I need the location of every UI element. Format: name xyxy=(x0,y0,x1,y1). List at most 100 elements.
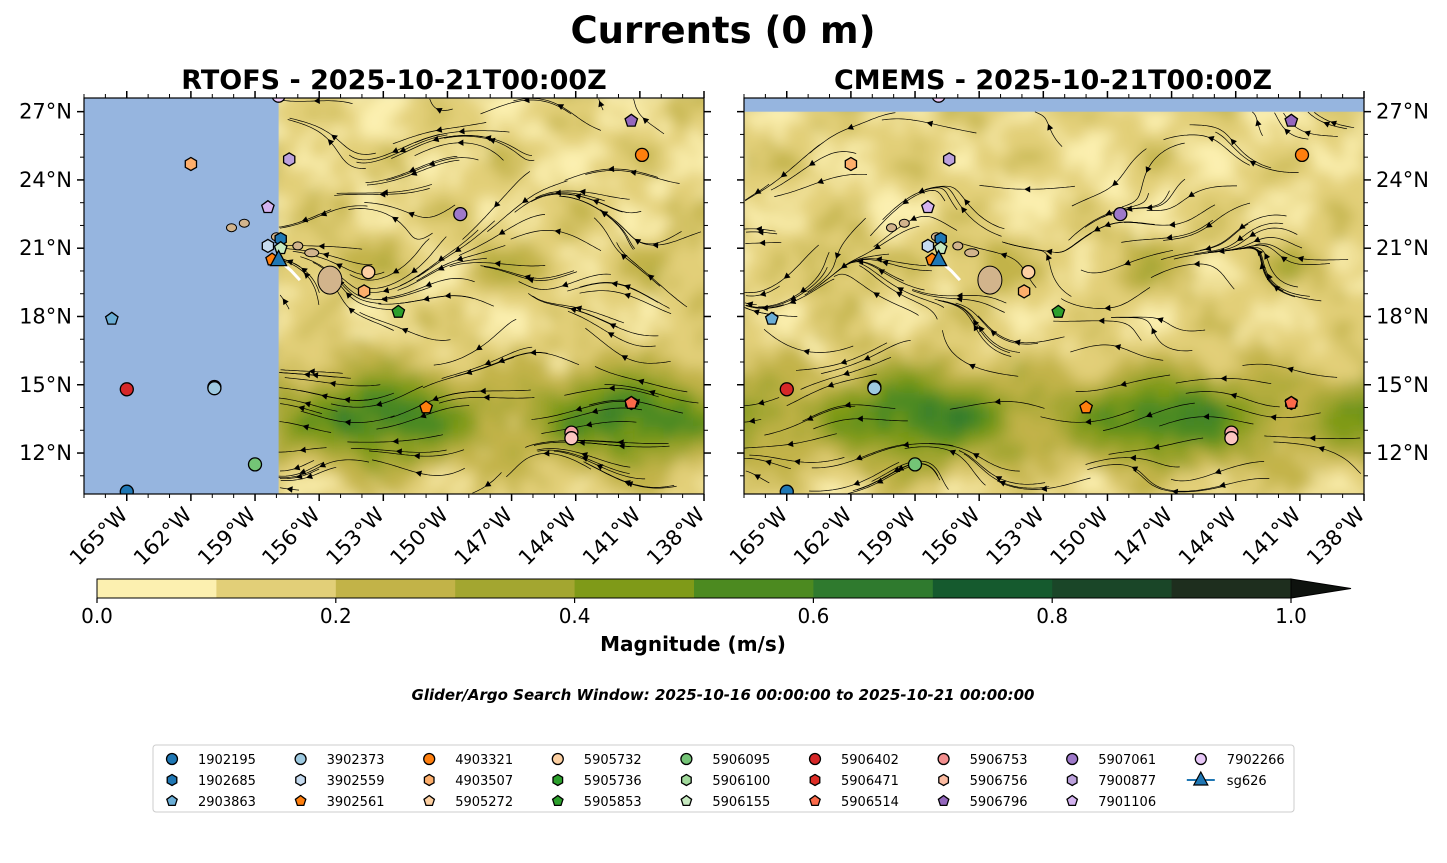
field-cell xyxy=(678,228,690,239)
field-cell xyxy=(1334,481,1345,493)
field-cell xyxy=(648,168,660,179)
field-cell xyxy=(1064,491,1075,494)
field-cell xyxy=(824,361,835,373)
field-cell xyxy=(278,318,290,329)
field-cell xyxy=(1024,211,1035,223)
field-cell xyxy=(1304,111,1315,123)
field-cell xyxy=(608,118,620,129)
field-cell xyxy=(558,418,570,429)
glider-sg626 xyxy=(269,249,288,267)
field-cell xyxy=(964,251,975,263)
streamline-arrow xyxy=(1219,481,1226,488)
field-cell xyxy=(548,218,560,229)
field-cell xyxy=(298,398,310,409)
field-cell xyxy=(458,188,470,199)
field-cell xyxy=(874,502,885,513)
field-cell xyxy=(508,388,520,399)
field-cell xyxy=(598,318,610,329)
field-cell xyxy=(368,288,380,299)
field-cell xyxy=(1264,441,1275,453)
field-cell xyxy=(408,338,420,349)
field-cell xyxy=(1244,151,1255,163)
field-cell xyxy=(418,478,430,489)
field-cell xyxy=(1264,191,1275,203)
field-cell xyxy=(488,108,500,119)
field-cell xyxy=(428,338,440,349)
field-cell xyxy=(914,141,925,153)
field-cell xyxy=(814,251,825,263)
field-cell xyxy=(784,291,795,303)
field-cell xyxy=(934,131,945,143)
field-cell xyxy=(824,371,835,383)
field-cell xyxy=(548,98,560,109)
field-cell xyxy=(1084,111,1095,123)
field-cell xyxy=(709,468,720,479)
field-cell xyxy=(984,481,995,493)
field-cell xyxy=(428,328,440,339)
field-cell xyxy=(1104,221,1115,233)
field-cell xyxy=(1044,281,1055,293)
streamline-arrow xyxy=(523,98,530,104)
field-cell xyxy=(774,211,785,223)
field-cell xyxy=(428,198,440,209)
field-cell xyxy=(1024,391,1035,403)
field-cell xyxy=(508,438,520,449)
streamline-arrow xyxy=(949,449,956,456)
field-cell xyxy=(1174,181,1185,193)
field-cell xyxy=(854,221,865,233)
field-cell xyxy=(914,241,925,253)
streamline-arrow xyxy=(444,292,451,299)
field-cell xyxy=(974,111,985,123)
field-cell xyxy=(1114,141,1125,153)
field-cell xyxy=(834,221,845,233)
field-cell xyxy=(1324,251,1335,263)
field-cell xyxy=(288,248,300,259)
field-cell xyxy=(754,191,765,203)
field-cell xyxy=(1344,341,1355,353)
field-cell xyxy=(924,181,935,193)
field-cell xyxy=(874,211,885,223)
field-cell xyxy=(844,241,855,253)
field-cell xyxy=(874,151,885,163)
field-cell xyxy=(1084,351,1095,363)
field-cell xyxy=(864,121,875,133)
field-cell xyxy=(1314,351,1325,363)
field-cell xyxy=(578,278,590,289)
field-cell xyxy=(508,238,520,249)
field-cell xyxy=(954,271,965,283)
field-cell xyxy=(298,288,310,299)
field-cell xyxy=(1274,411,1285,423)
field-cell xyxy=(974,221,985,233)
field-cell xyxy=(1124,281,1135,293)
field-cell xyxy=(894,231,905,243)
field-cell xyxy=(784,331,795,343)
field-cell xyxy=(308,118,320,129)
field-cell xyxy=(1144,261,1155,273)
field-cell xyxy=(308,108,320,119)
streamline-arrow xyxy=(301,267,308,274)
field-cell xyxy=(1354,261,1364,273)
field-cell xyxy=(1224,411,1235,423)
field-cell xyxy=(648,138,660,149)
field-cell xyxy=(398,258,410,269)
field-cell xyxy=(1114,191,1125,203)
field-cell xyxy=(428,458,440,469)
field-cell xyxy=(688,118,700,129)
field-cell xyxy=(1204,321,1215,333)
field-cell xyxy=(1014,331,1025,343)
field-cell xyxy=(1174,321,1185,333)
field-cell xyxy=(378,118,390,129)
field-cell xyxy=(754,451,765,463)
field-cell xyxy=(458,298,470,309)
field-cell xyxy=(964,171,975,183)
field-cell xyxy=(1134,121,1145,133)
field-cell xyxy=(1344,491,1355,494)
field-cell xyxy=(1264,391,1275,403)
field-cell xyxy=(1214,321,1225,333)
field-cell xyxy=(398,338,410,349)
field-cell xyxy=(814,321,825,333)
streamline-arrow xyxy=(392,438,399,445)
field-cell xyxy=(1294,121,1305,133)
field-cell xyxy=(308,398,320,409)
field-cell xyxy=(1304,441,1315,453)
